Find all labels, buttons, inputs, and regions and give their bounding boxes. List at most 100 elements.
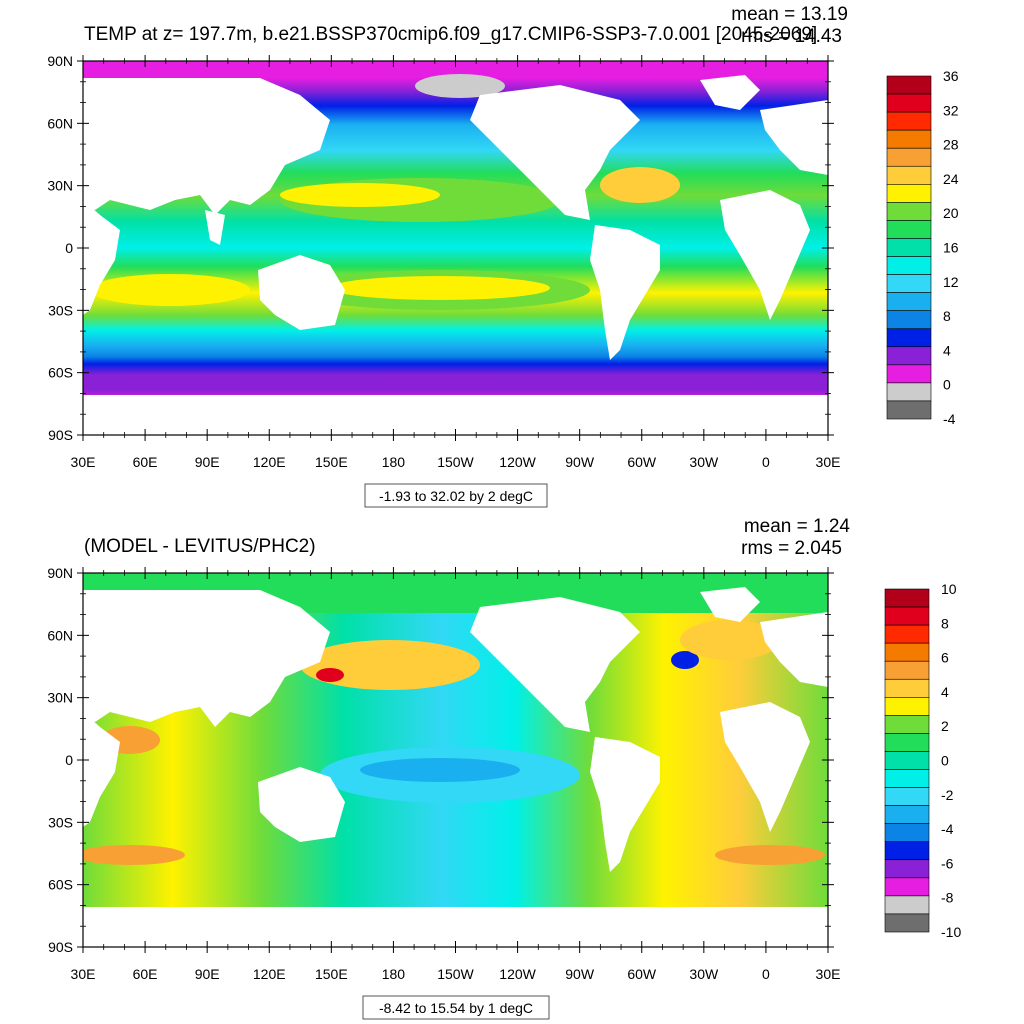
top-lon-label: 90E	[195, 454, 220, 470]
bottom-panel: (MODEL - LEVITUS/PHC2) mean = 1.24 rms =…	[47, 516, 961, 1020]
top-lon-label: 0	[762, 454, 770, 470]
bottom-south-warm2	[715, 845, 825, 865]
top-lat-label: 90S	[48, 427, 73, 443]
top-land-antarctica	[83, 395, 828, 435]
bottom-npac-warm	[300, 640, 480, 690]
top-indian-warm	[90, 274, 250, 306]
top-lat-label: 30S	[48, 302, 73, 318]
bottom-land-africa	[83, 712, 120, 827]
bottom-land	[83, 587, 828, 947]
top-mean-label: mean = 13.19	[731, 4, 848, 25]
bottom-lon-label: 30W	[689, 966, 719, 982]
top-arctic-ice	[415, 74, 505, 98]
top-colorbar-swatch	[886, 238, 932, 257]
bottom-colorbar-swatch	[884, 805, 930, 824]
bottom-colorbar-label: 2	[941, 718, 949, 734]
top-lon-label: 120W	[499, 454, 536, 470]
bottom-natl-warm	[680, 620, 780, 660]
bottom-lon-label: 60W	[627, 966, 657, 982]
top-colorbar-swatch	[886, 75, 932, 95]
bottom-contour-info: -8.42 to 15.54 by 1 degC	[379, 1000, 533, 1016]
top-colorbar-label: 24	[943, 171, 959, 187]
bottom-land-antarctica	[83, 907, 828, 947]
top-land-samerica	[590, 225, 660, 360]
bottom-colorbar-label: 10	[941, 581, 957, 597]
bottom-colorbar-swatch	[884, 841, 930, 861]
top-colorbar-swatch	[886, 346, 932, 366]
bottom-lon-label: 180	[382, 966, 406, 982]
top-colorbar-swatch	[886, 93, 932, 113]
bottom-map-area	[83, 573, 828, 947]
bottom-lon-label: 0	[762, 966, 770, 982]
bottom-kuroshio-hot	[316, 668, 344, 682]
bottom-colorbar-swatch	[884, 895, 930, 915]
bottom-colorbar-label: -2	[941, 787, 954, 803]
bottom-colorbar-swatch	[884, 678, 930, 698]
bottom-lon-label: 120E	[253, 966, 286, 982]
bottom-lat-label: 30N	[47, 690, 73, 706]
bottom-colorbar-label: -6	[941, 855, 954, 871]
top-colorbar-label: 28	[943, 137, 959, 153]
bottom-colorbar-swatch	[884, 751, 930, 770]
bottom-contour-info-box	[362, 995, 550, 1020]
top-lat-axis: 90N 60N 30N 0 30S 60S 90S	[47, 53, 834, 443]
top-colorbar-label: 8	[943, 308, 951, 324]
bottom-lon-label: 90W	[565, 966, 595, 982]
top-npacific-warm	[280, 183, 440, 207]
bottom-colorbar-label: 0	[941, 753, 949, 769]
bottom-colorbar-swatch	[884, 733, 930, 752]
bottom-colorbar-swatch	[884, 859, 930, 879]
top-contour-info: -1.93 to 32.02 by 2 degC	[379, 488, 533, 504]
bottom-colorbar-swatch	[884, 877, 930, 897]
bottom-colorbar-swatch	[884, 787, 930, 806]
bottom-mean-label: mean = 1.24	[744, 516, 851, 537]
top-map-area	[83, 61, 828, 435]
bottom-lat-label: 90S	[48, 939, 73, 955]
top-colorbar-swatch	[886, 310, 932, 330]
bottom-colorbar-label: -4	[941, 821, 954, 837]
top-colorbar-swatch	[886, 147, 932, 167]
bottom-colorbar-swatch	[884, 660, 930, 680]
bottom-lat-label: 60N	[47, 627, 73, 643]
bottom-lon-label: 120W	[499, 966, 536, 982]
bottom-colorbar-swatch	[884, 697, 930, 716]
top-colorbar-swatch	[886, 165, 932, 185]
top-colorbar-label: 36	[943, 68, 959, 84]
bottom-lat-label: 90N	[47, 565, 73, 581]
top-lon-label: 30E	[71, 454, 96, 470]
top-colorbar-label: 32	[943, 102, 959, 118]
top-lon-label: 30W	[689, 454, 719, 470]
top-colorbar-swatch	[886, 220, 932, 239]
top-lon-label: 180	[382, 454, 406, 470]
top-land-africa-east	[720, 190, 810, 320]
top-colorbar-label: 20	[943, 205, 959, 221]
bottom-colorbar-label: 8	[941, 615, 949, 631]
bottom-land-europe	[760, 612, 828, 687]
top-land-greenland	[700, 75, 760, 110]
top-lon-label: 150E	[315, 454, 348, 470]
bottom-lon-label: 150W	[437, 966, 474, 982]
top-colorbar-swatch	[886, 328, 932, 348]
top-lon-label: 90W	[565, 454, 595, 470]
top-lat-label: 60S	[48, 365, 73, 381]
top-rms-label: rms = 14.43	[741, 26, 842, 47]
bottom-colorbar-swatch	[884, 624, 930, 644]
top-lon-label: 30E	[816, 454, 841, 470]
bottom-colorbar-swatch	[884, 823, 930, 843]
bottom-rms-label: rms = 2.045	[741, 538, 842, 559]
top-lon-label: 60W	[627, 454, 657, 470]
bottom-colorbar-swatch	[884, 913, 930, 933]
bottom-lon-label: 30E	[71, 966, 96, 982]
top-lon-axis: 30E 60E 90E 120E 150E 180 150W 120W 90W 60W 30W 0 30…	[71, 55, 841, 470]
top-land	[83, 75, 828, 435]
bottom-panel-title: (MODEL - LEVITUS/PHC2)	[84, 536, 316, 557]
top-lat-label: 90N	[47, 53, 73, 69]
top-spacific-warm	[330, 276, 550, 300]
bottom-natl-cold	[671, 651, 699, 669]
top-lat-label: 30N	[47, 178, 73, 194]
bottom-lon-axis: 30E 60E 90E 120E 150E 180 150W 120W 90W 60W 30W 0 30…	[71, 567, 840, 982]
top-lat-label: 0	[65, 240, 73, 256]
top-lon-label: 60E	[133, 454, 158, 470]
bottom-epac-cold	[360, 758, 520, 782]
top-colorbar-swatch	[886, 400, 932, 420]
